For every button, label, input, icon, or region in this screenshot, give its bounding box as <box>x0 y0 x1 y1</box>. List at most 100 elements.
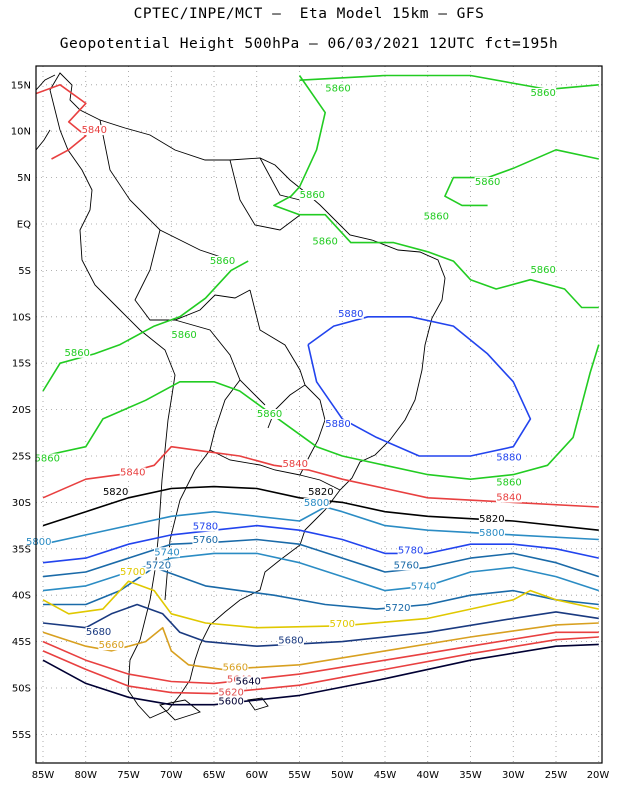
contour-label: 5820 <box>479 514 504 525</box>
lon-tick-label: 65W <box>203 770 226 781</box>
contour-label-bg <box>85 627 112 638</box>
lat-tick-label: 5N <box>17 173 31 184</box>
contour-label: 5640 <box>235 676 260 687</box>
contour-label: 5860 <box>325 83 350 94</box>
contour-label: 5860 <box>300 190 325 201</box>
contour-5860-top <box>299 74 599 91</box>
contour-label: 5680 <box>86 627 111 638</box>
contour-label: 5800 <box>479 528 504 539</box>
contour-label: 5700 <box>330 619 355 630</box>
map-border <box>35 65 603 764</box>
lat-tick-label: 15S <box>12 359 31 370</box>
contour-label-bg <box>393 560 420 571</box>
contour-5640 <box>42 631 599 685</box>
lon-tick-label: 50W <box>331 770 354 781</box>
contour-5760 <box>42 538 600 578</box>
contour-label-bg <box>312 236 339 247</box>
lon-tick-label: 20W <box>587 770 610 781</box>
contour-label: 5880 <box>325 419 350 430</box>
contour-label: 5760 <box>193 535 218 546</box>
contour-label-bg <box>478 513 505 524</box>
axis-labels: 15N10N5NEQ5S10S15S20S25S30S35S40S45S50S5… <box>11 80 610 781</box>
lat-lon-grid <box>36 66 602 763</box>
contour-label: 5800 <box>304 498 329 509</box>
contour-5620 <box>42 636 599 695</box>
contour-5820 <box>42 485 599 531</box>
contour-label-bg <box>277 635 304 646</box>
contour-label: 5860 <box>530 265 555 276</box>
contour-label: 5720 <box>385 603 410 614</box>
contour-label: 5880 <box>496 453 521 464</box>
contour-label: 5860 <box>171 330 196 341</box>
lon-tick-label: 40W <box>416 770 439 781</box>
contour-label-bg <box>145 560 172 571</box>
contour-5860-north <box>273 75 599 309</box>
lon-tick-label: 45W <box>374 770 397 781</box>
contour-label: 5700 <box>120 567 145 578</box>
contour-label: 5660 <box>99 640 124 651</box>
contour-label-bg <box>119 467 146 478</box>
contour-5680 <box>42 603 599 647</box>
contour-label: 5860 <box>257 409 282 420</box>
contour-label: 5780 <box>398 545 423 556</box>
lat-tick-label: 10N <box>11 127 31 138</box>
lat-tick-label: EQ <box>17 220 31 231</box>
contour-label-bg <box>222 662 249 673</box>
central-america-coast <box>36 74 56 151</box>
contour-label-bg <box>192 535 219 546</box>
lat-tick-label: 45S <box>12 637 31 648</box>
contour-label: 5860 <box>424 211 449 222</box>
contour-label-bg <box>303 498 330 509</box>
contour-5860-west <box>42 260 249 392</box>
contour-label: 5740 <box>154 547 179 558</box>
contour-label-bg <box>397 545 424 556</box>
lat-tick-label: 30S <box>12 498 31 509</box>
lat-tick-label: 40S <box>12 591 31 602</box>
contour-label-bg <box>324 419 351 430</box>
contour-5600 <box>42 643 599 706</box>
lon-tick-label: 55W <box>288 770 311 781</box>
contour-label: 5800 <box>26 537 51 548</box>
contour-label-bg <box>329 618 356 629</box>
contour-label-bg <box>495 492 522 503</box>
contour-label-bg <box>337 308 364 319</box>
contour-5800 <box>42 506 599 545</box>
contour-label: 5820 <box>308 487 333 498</box>
contour-label-bg <box>530 87 557 98</box>
contour-label-bg <box>98 640 125 651</box>
contour-label-bg <box>209 255 236 266</box>
contour-label-bg <box>34 453 61 464</box>
lon-tick-label: 75W <box>117 770 140 781</box>
contour-label: 5880 <box>338 309 363 320</box>
contour-label-bg <box>153 547 180 558</box>
contour-label-bg <box>218 696 245 707</box>
lon-tick-label: 80W <box>74 770 97 781</box>
contour-label: 5860 <box>210 256 235 267</box>
contour-label-bg <box>324 83 351 94</box>
contour-5880 <box>307 316 532 457</box>
lon-tick-label: 30W <box>502 770 525 781</box>
contour-label: 5840 <box>82 125 107 136</box>
contour-label: 5860 <box>312 236 337 247</box>
contour-label: 5780 <box>193 521 218 532</box>
contour-label: 5600 <box>218 697 243 708</box>
contour-5840-nw <box>36 84 87 160</box>
contour-label-bg <box>282 459 309 470</box>
contour-label: 5860 <box>530 88 555 99</box>
lat-tick-label: 10S <box>12 312 31 323</box>
contour-label-bg <box>495 452 522 463</box>
title-line-2: Geopotential Height 500hPa – 06/03/2021 … <box>59 36 559 52</box>
falkland-islands <box>247 697 269 711</box>
contour-label: 5720 <box>146 560 171 571</box>
contour-labels: 5860 5860 5840 5860 5860 5860 5860 5860 5860 5880… <box>25 83 557 708</box>
contour-5860-south <box>42 344 600 480</box>
lon-tick-label: 35W <box>459 770 482 781</box>
lat-tick-label: 55S <box>12 730 31 741</box>
contour-label-bg <box>25 537 52 548</box>
contour-5860-ne <box>444 149 599 207</box>
contour-label-bg <box>256 409 283 420</box>
contour-label: 5760 <box>394 560 419 571</box>
contour-label-bg <box>299 190 326 201</box>
south-america-coastline <box>49 72 446 719</box>
